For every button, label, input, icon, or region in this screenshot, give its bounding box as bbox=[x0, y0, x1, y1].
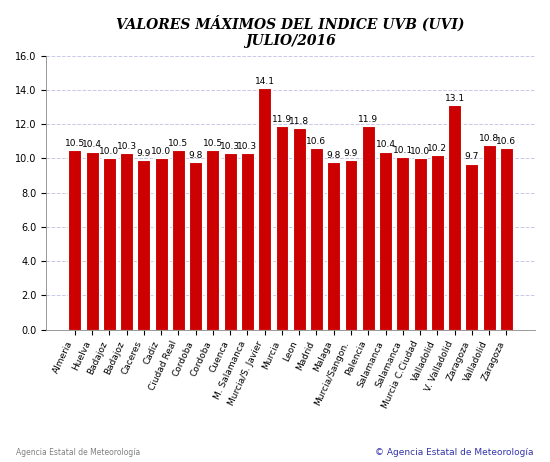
Bar bbox=[379, 152, 392, 330]
Text: 11.9: 11.9 bbox=[358, 115, 378, 124]
Bar bbox=[138, 160, 150, 330]
Title: VALORES MÁXIMOS DEL INDICE UVB (UVI)
JULIO/2016: VALORES MÁXIMOS DEL INDICE UVB (UVI) JUL… bbox=[117, 15, 465, 48]
Text: 10.0: 10.0 bbox=[410, 147, 430, 156]
Bar bbox=[189, 162, 202, 330]
Text: 10.0: 10.0 bbox=[100, 147, 119, 156]
Bar bbox=[344, 160, 358, 330]
Bar bbox=[327, 162, 340, 330]
Text: 11.9: 11.9 bbox=[272, 115, 292, 124]
Text: 10.2: 10.2 bbox=[427, 144, 447, 153]
Bar bbox=[206, 150, 219, 330]
Text: 10.4: 10.4 bbox=[82, 140, 102, 150]
Bar bbox=[120, 153, 133, 330]
Text: 10.8: 10.8 bbox=[479, 134, 499, 143]
Bar bbox=[293, 128, 306, 330]
Text: 10.4: 10.4 bbox=[376, 140, 395, 150]
Text: 10.0: 10.0 bbox=[151, 147, 171, 156]
Bar bbox=[448, 105, 461, 330]
Text: 9.8: 9.8 bbox=[327, 151, 341, 160]
Bar bbox=[362, 126, 375, 330]
Bar bbox=[86, 152, 98, 330]
Text: 13.1: 13.1 bbox=[444, 94, 465, 103]
Bar bbox=[465, 164, 478, 330]
Text: 10.1: 10.1 bbox=[393, 146, 413, 155]
Bar bbox=[500, 148, 513, 330]
Text: 9.7: 9.7 bbox=[465, 152, 479, 162]
Text: 10.5: 10.5 bbox=[65, 139, 85, 148]
Bar bbox=[241, 153, 254, 330]
Text: 9.9: 9.9 bbox=[344, 149, 358, 158]
Text: 10.6: 10.6 bbox=[306, 137, 327, 146]
Bar bbox=[103, 158, 116, 330]
Text: 10.3: 10.3 bbox=[117, 142, 137, 151]
Bar bbox=[310, 148, 323, 330]
Bar bbox=[482, 145, 496, 330]
Text: Agencia Estatal de Meteorología: Agencia Estatal de Meteorología bbox=[16, 449, 141, 457]
Bar bbox=[258, 88, 271, 330]
Bar bbox=[68, 150, 81, 330]
Bar bbox=[276, 126, 288, 330]
Bar bbox=[172, 150, 185, 330]
Bar bbox=[224, 153, 236, 330]
Text: 9.9: 9.9 bbox=[137, 149, 151, 158]
Text: © Agencia Estatal de Meteorología: © Agencia Estatal de Meteorología bbox=[375, 449, 534, 457]
Text: 10.6: 10.6 bbox=[496, 137, 516, 146]
Bar bbox=[155, 158, 168, 330]
Bar bbox=[414, 158, 426, 330]
Text: 14.1: 14.1 bbox=[255, 77, 275, 86]
Text: 9.8: 9.8 bbox=[189, 151, 203, 160]
Bar bbox=[397, 157, 409, 330]
Text: 10.3: 10.3 bbox=[220, 142, 240, 151]
Text: 10.3: 10.3 bbox=[238, 142, 257, 151]
Text: 10.5: 10.5 bbox=[168, 139, 189, 148]
Text: 11.8: 11.8 bbox=[289, 116, 309, 126]
Text: 10.5: 10.5 bbox=[203, 139, 223, 148]
Bar bbox=[431, 155, 444, 330]
